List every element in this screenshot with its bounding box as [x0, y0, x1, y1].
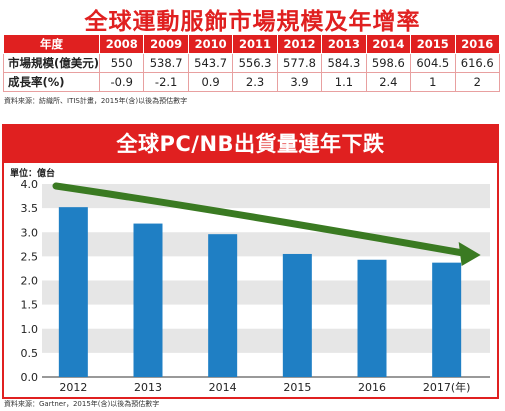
table-cell: 3.9 [276, 72, 323, 92]
y-tick-label: 4.0 [21, 178, 39, 191]
top-chart-title: 全球運動服飾市場規模及年增率 [84, 9, 421, 35]
table-cell: 1.1 [321, 72, 367, 92]
table-row: 市場規模(億美元) 550 538.7 543.7 556.3 577.8 58… [3, 53, 500, 73]
x-tick-label: 2015 [283, 381, 311, 394]
table-cell: 2.3 [232, 72, 278, 92]
bar [282, 253, 312, 377]
year-cell: 2009 [143, 34, 189, 54]
grid-band [42, 328, 490, 353]
row-label: 市場規模(億美元) [3, 53, 100, 73]
trend-arrow-line [52, 182, 467, 257]
y-tick-label: 0.0 [21, 371, 39, 384]
table-cell: -2.1 [143, 72, 189, 92]
table-cell: 1 [410, 72, 456, 92]
table-cell: 550 [98, 53, 145, 73]
table-header-row: 年度 2008 2009 2010 2011 2012 2013 2014 20… [3, 34, 500, 54]
bar [58, 207, 88, 377]
year-header-cell: 年度 [3, 34, 100, 54]
bar [357, 259, 387, 377]
x-tick-label: 2016 [358, 381, 386, 394]
table-cell: 598.6 [365, 53, 412, 73]
year-cell: 2008 [98, 34, 145, 54]
bar [133, 223, 163, 377]
table-cell: 556.3 [232, 53, 278, 73]
row-label: 成長率(%) [3, 72, 100, 92]
table-cell: 2.4 [365, 72, 412, 92]
year-cell: 2016 [454, 34, 500, 54]
bar [432, 262, 462, 377]
y-tick-label: 0.5 [21, 347, 39, 360]
shipment-bar-chart: 0.0 0.5 1.0 1.5 2.0 2.5 3.0 3.5 4.0單位：億台 2012 2013… [10, 167, 490, 394]
year-cell: 2014 [365, 34, 412, 54]
y-tick-label: 1.5 [21, 299, 39, 312]
x-tick-label: 2014 [209, 381, 237, 394]
bottom-chart-title: 全球PC/NB出貨量連年下跌 [4, 126, 497, 163]
year-cell: 2010 [187, 34, 234, 54]
table-cell: 0.9 [187, 72, 234, 92]
table-row: 成長率(%) -0.9 -2.1 0.9 2.3 3.9 1.1 2.4 1 2 [3, 72, 500, 92]
y-tick-label: 3.5 [21, 202, 39, 215]
table-source-note: 資料來源：紡織所、ITIS計畫，2015年(含)以後為預估數字 [4, 97, 188, 105]
year-cell: 2011 [232, 34, 278, 54]
table-cell: 577.8 [276, 53, 323, 73]
y-tick-label: 1.0 [21, 323, 39, 336]
year-cell: 2012 [276, 34, 323, 54]
grid-band [42, 280, 490, 305]
table-cell: 543.7 [187, 53, 234, 73]
year-cell: 2015 [410, 34, 456, 54]
y-tick-label: 2.5 [21, 250, 39, 263]
table-cell: 616.6 [454, 53, 500, 73]
table-cell: 604.5 [410, 53, 456, 73]
market-size-table: 年度 2008 2009 2010 2011 2012 2013 2014 20… [3, 34, 500, 92]
y-unit-label: 單位：億台 [10, 167, 55, 179]
x-tick-label: 2017(年) [423, 380, 471, 394]
x-tick-label: 2013 [134, 381, 162, 394]
y-tick-label: 3.0 [21, 226, 39, 239]
table-cell: 538.7 [143, 53, 189, 73]
table-cell: 2 [454, 72, 500, 92]
x-tick-label: 2012 [59, 381, 87, 394]
y-tick-label: 2.0 [21, 275, 39, 288]
table-cell: -0.9 [98, 72, 145, 92]
trend-arrow-head [458, 241, 481, 266]
table-cell: 584.3 [321, 53, 367, 73]
chart-source-note: 資料來源：Gartner，2015年(含)以後為預估數字 [4, 400, 160, 408]
bar [208, 234, 238, 377]
year-cell: 2013 [321, 34, 367, 54]
shipment-chart-frame: 全球PC/NB出貨量連年下跌 0.0 0.5 1.0 1.5 2.0 2.5 3.0 3.5 4… [2, 124, 499, 399]
